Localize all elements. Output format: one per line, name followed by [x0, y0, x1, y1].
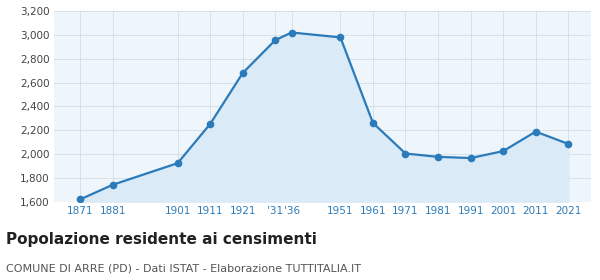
Text: Popolazione residente ai censimenti: Popolazione residente ai censimenti [6, 232, 317, 248]
Text: COMUNE DI ARRE (PD) - Dati ISTAT - Elaborazione TUTTITALIA.IT: COMUNE DI ARRE (PD) - Dati ISTAT - Elabo… [6, 263, 361, 273]
